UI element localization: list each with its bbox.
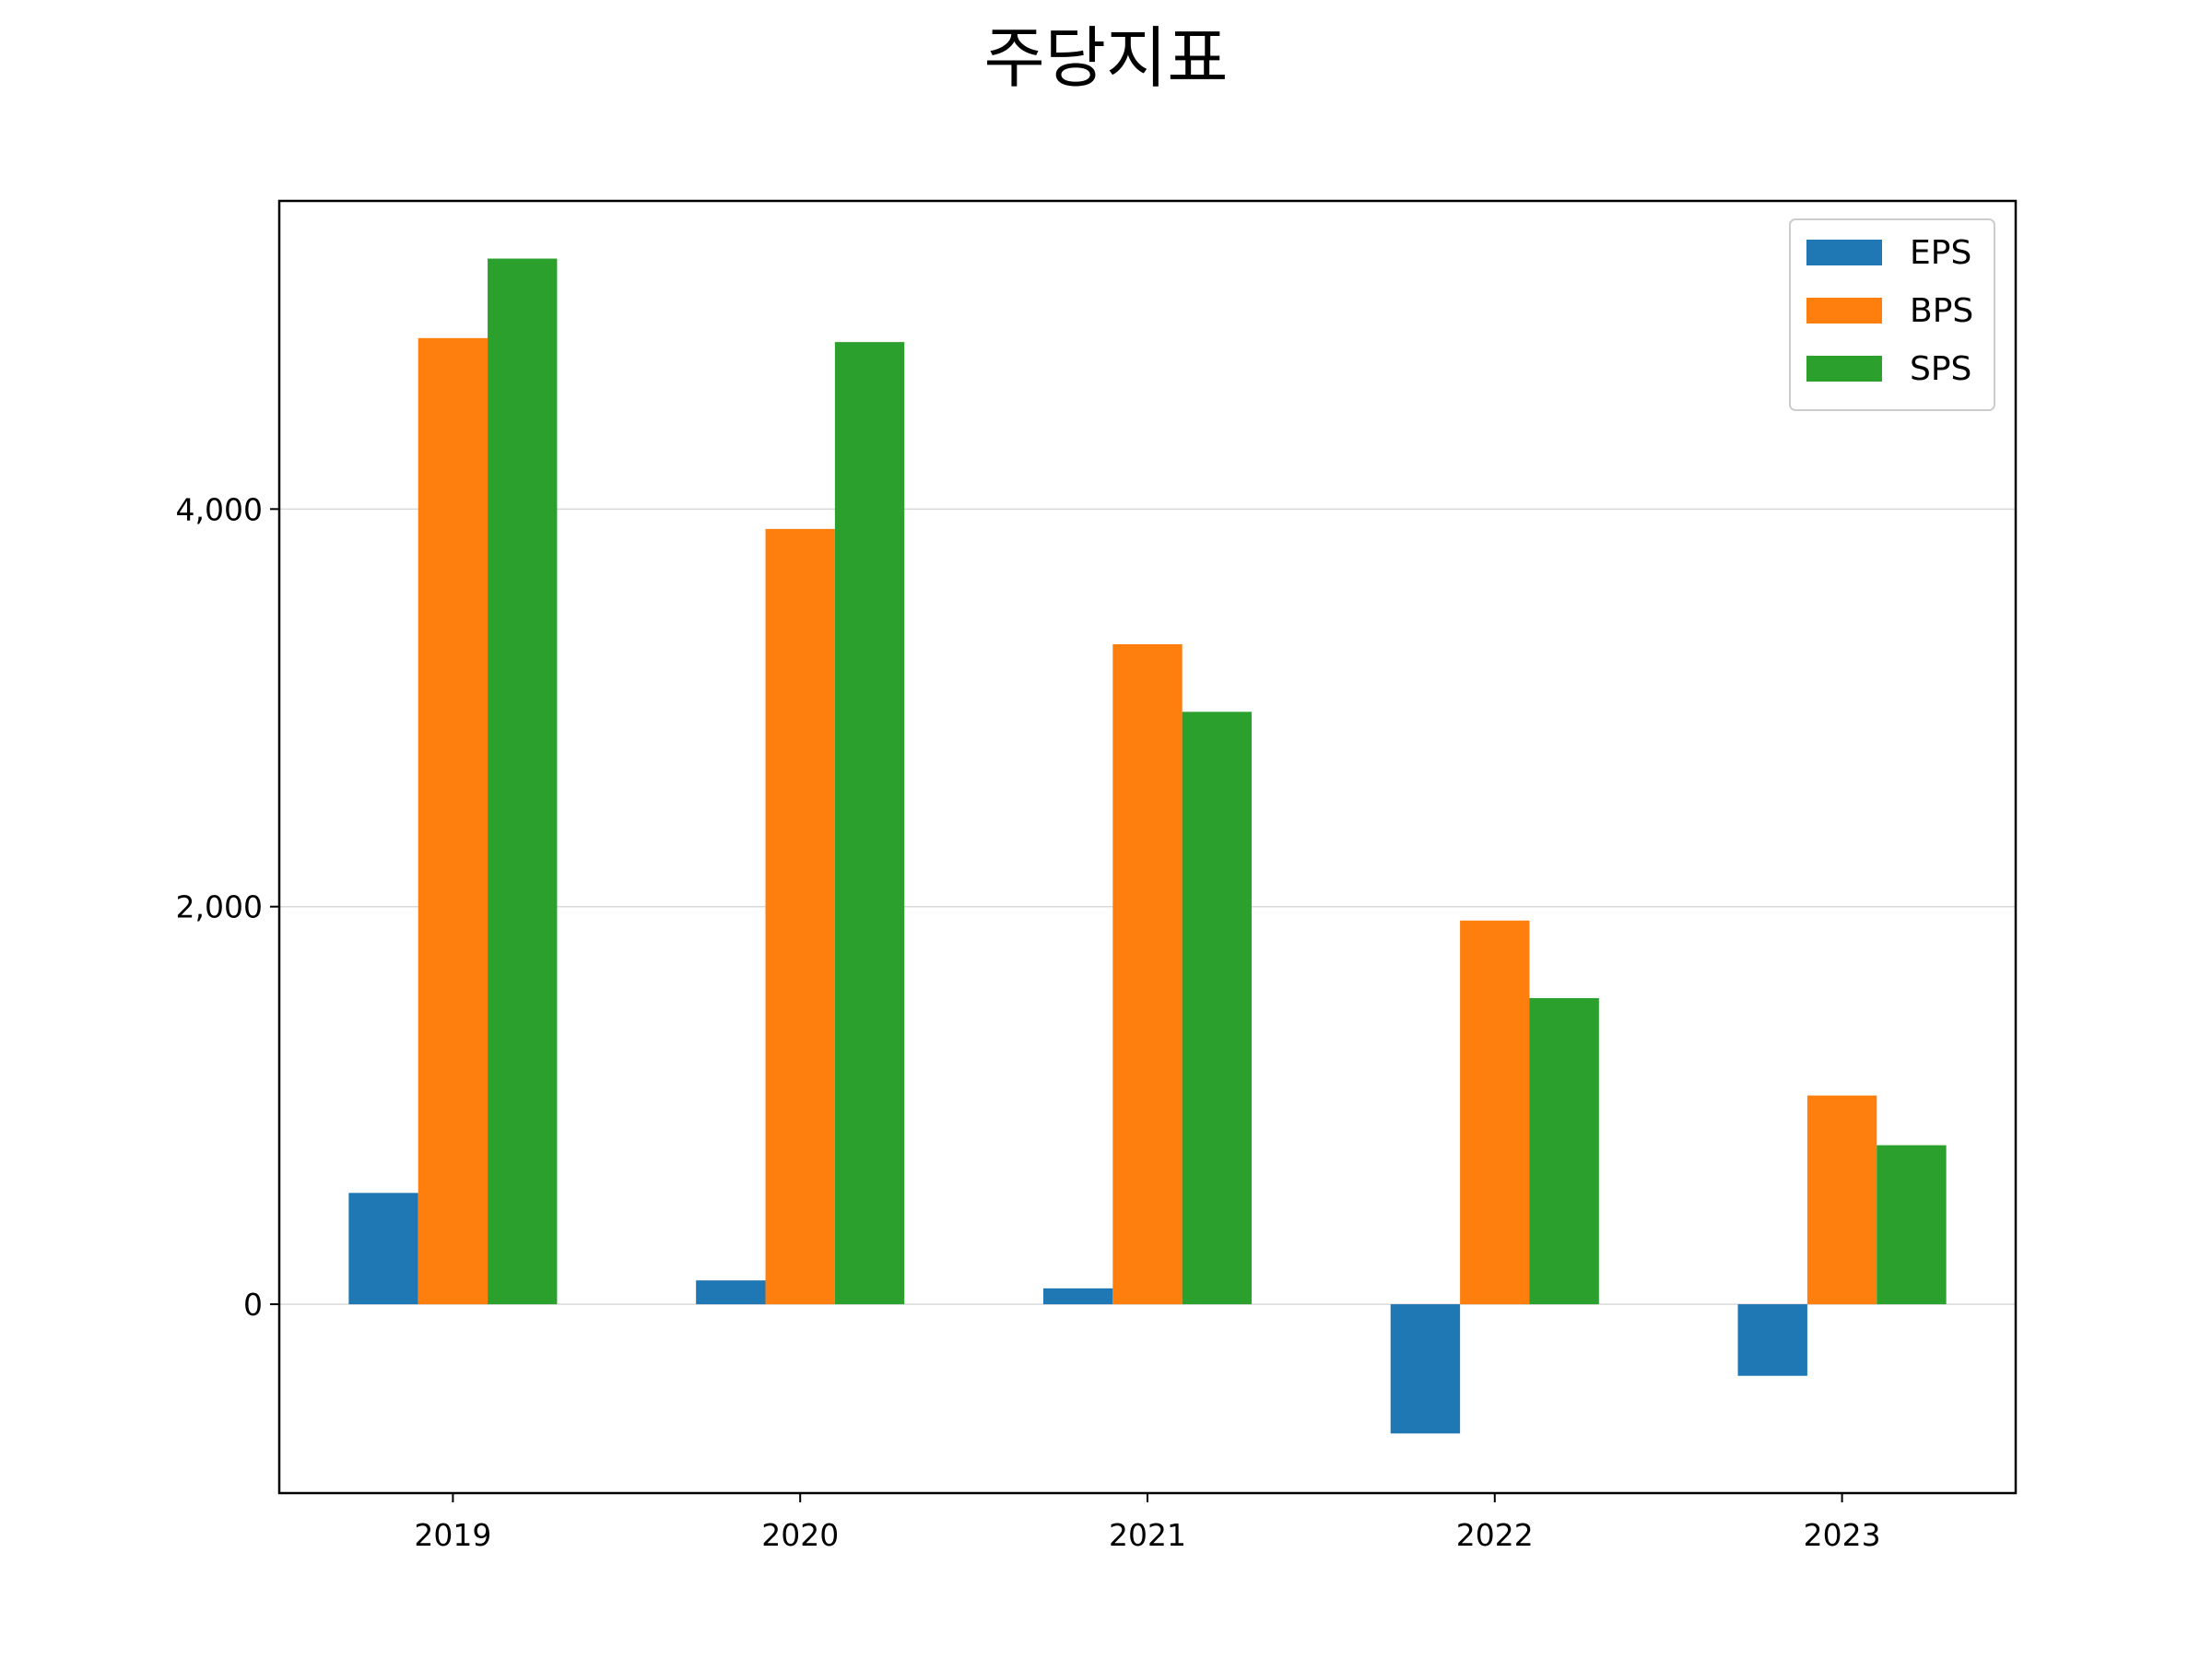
bar-bps xyxy=(418,337,488,1305)
bar-sps xyxy=(834,342,905,1305)
bar-bps xyxy=(1112,643,1182,1305)
legend-label-sps: SPS xyxy=(1910,350,1971,388)
bar-eps xyxy=(348,1193,418,1305)
legend-swatch-eps xyxy=(1806,240,1882,265)
y-tick-label: 0 xyxy=(243,1287,263,1323)
legend-swatch-sps xyxy=(1806,356,1882,382)
legend-label-bps: BPS xyxy=(1910,292,1973,330)
bar-eps xyxy=(1390,1304,1461,1434)
bars xyxy=(348,258,1947,1434)
x-tick-label: 2019 xyxy=(414,1517,491,1553)
bar-sps xyxy=(488,258,558,1305)
bar-sps xyxy=(1529,997,1599,1305)
y-tick-label: 2,000 xyxy=(176,889,263,925)
y-axis: 0 2,000 4,000 xyxy=(176,491,279,1323)
legend-label-eps: EPS xyxy=(1910,234,1971,272)
bar-sps xyxy=(1877,1145,1947,1305)
bar-bps xyxy=(1806,1095,1877,1305)
chart-title: 주당지표 xyxy=(984,19,1229,97)
bar-bps xyxy=(765,528,835,1305)
legend: EPS BPS SPS xyxy=(1789,218,1995,411)
x-tick-label: 2022 xyxy=(1456,1517,1534,1553)
y-tick-label: 4,000 xyxy=(176,491,263,527)
legend-swatch-bps xyxy=(1806,298,1882,324)
x-axis: 2019 2020 2021 2022 2023 xyxy=(414,1493,1881,1553)
bar-sps xyxy=(1182,712,1253,1305)
x-tick-label: 2021 xyxy=(1109,1517,1186,1553)
x-tick-label: 2023 xyxy=(1804,1517,1881,1553)
x-tick-label: 2020 xyxy=(761,1517,839,1553)
bar-bps xyxy=(1460,920,1530,1305)
bar-eps xyxy=(696,1280,766,1305)
bar-eps xyxy=(1042,1288,1113,1305)
bar-eps xyxy=(1737,1304,1807,1376)
